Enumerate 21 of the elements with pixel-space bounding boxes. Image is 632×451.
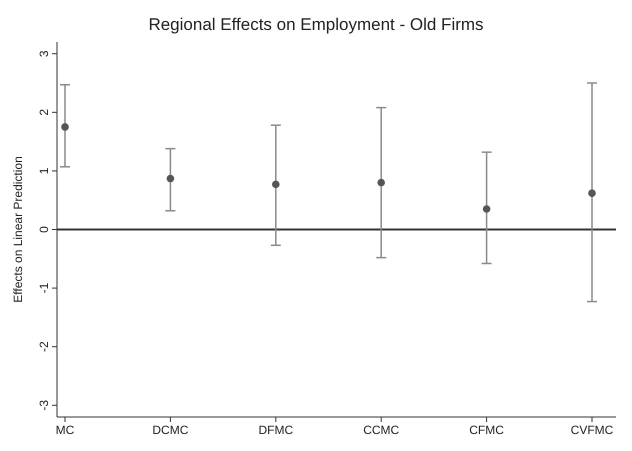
point bbox=[272, 180, 280, 188]
point bbox=[166, 174, 174, 182]
x-tick-label: CVFMC bbox=[570, 423, 614, 437]
x-tick-label: DCMC bbox=[152, 423, 189, 437]
y-tick-label: -3 bbox=[37, 400, 51, 411]
y-tick-label: -2 bbox=[37, 341, 51, 352]
point bbox=[482, 205, 490, 213]
y-tick-label: 0 bbox=[37, 226, 51, 233]
y-tick-label: -1 bbox=[37, 282, 51, 294]
point bbox=[61, 123, 69, 131]
y-tick-label: 3 bbox=[37, 50, 51, 58]
x-tick-label: MC bbox=[56, 423, 75, 437]
x-tick-label: CCMC bbox=[363, 423, 400, 437]
chart-title: Regional Effects on Employment - Old Firms bbox=[148, 15, 484, 34]
x-tick-label: CFMC bbox=[469, 423, 504, 437]
point bbox=[588, 189, 596, 197]
y-tick-label: 2 bbox=[37, 108, 51, 116]
y-axis-title: Effects on Linear Prediction bbox=[11, 156, 25, 303]
point bbox=[377, 178, 385, 186]
y-tick-label: 1 bbox=[37, 167, 51, 174]
x-tick-label: DFMC bbox=[258, 423, 294, 437]
